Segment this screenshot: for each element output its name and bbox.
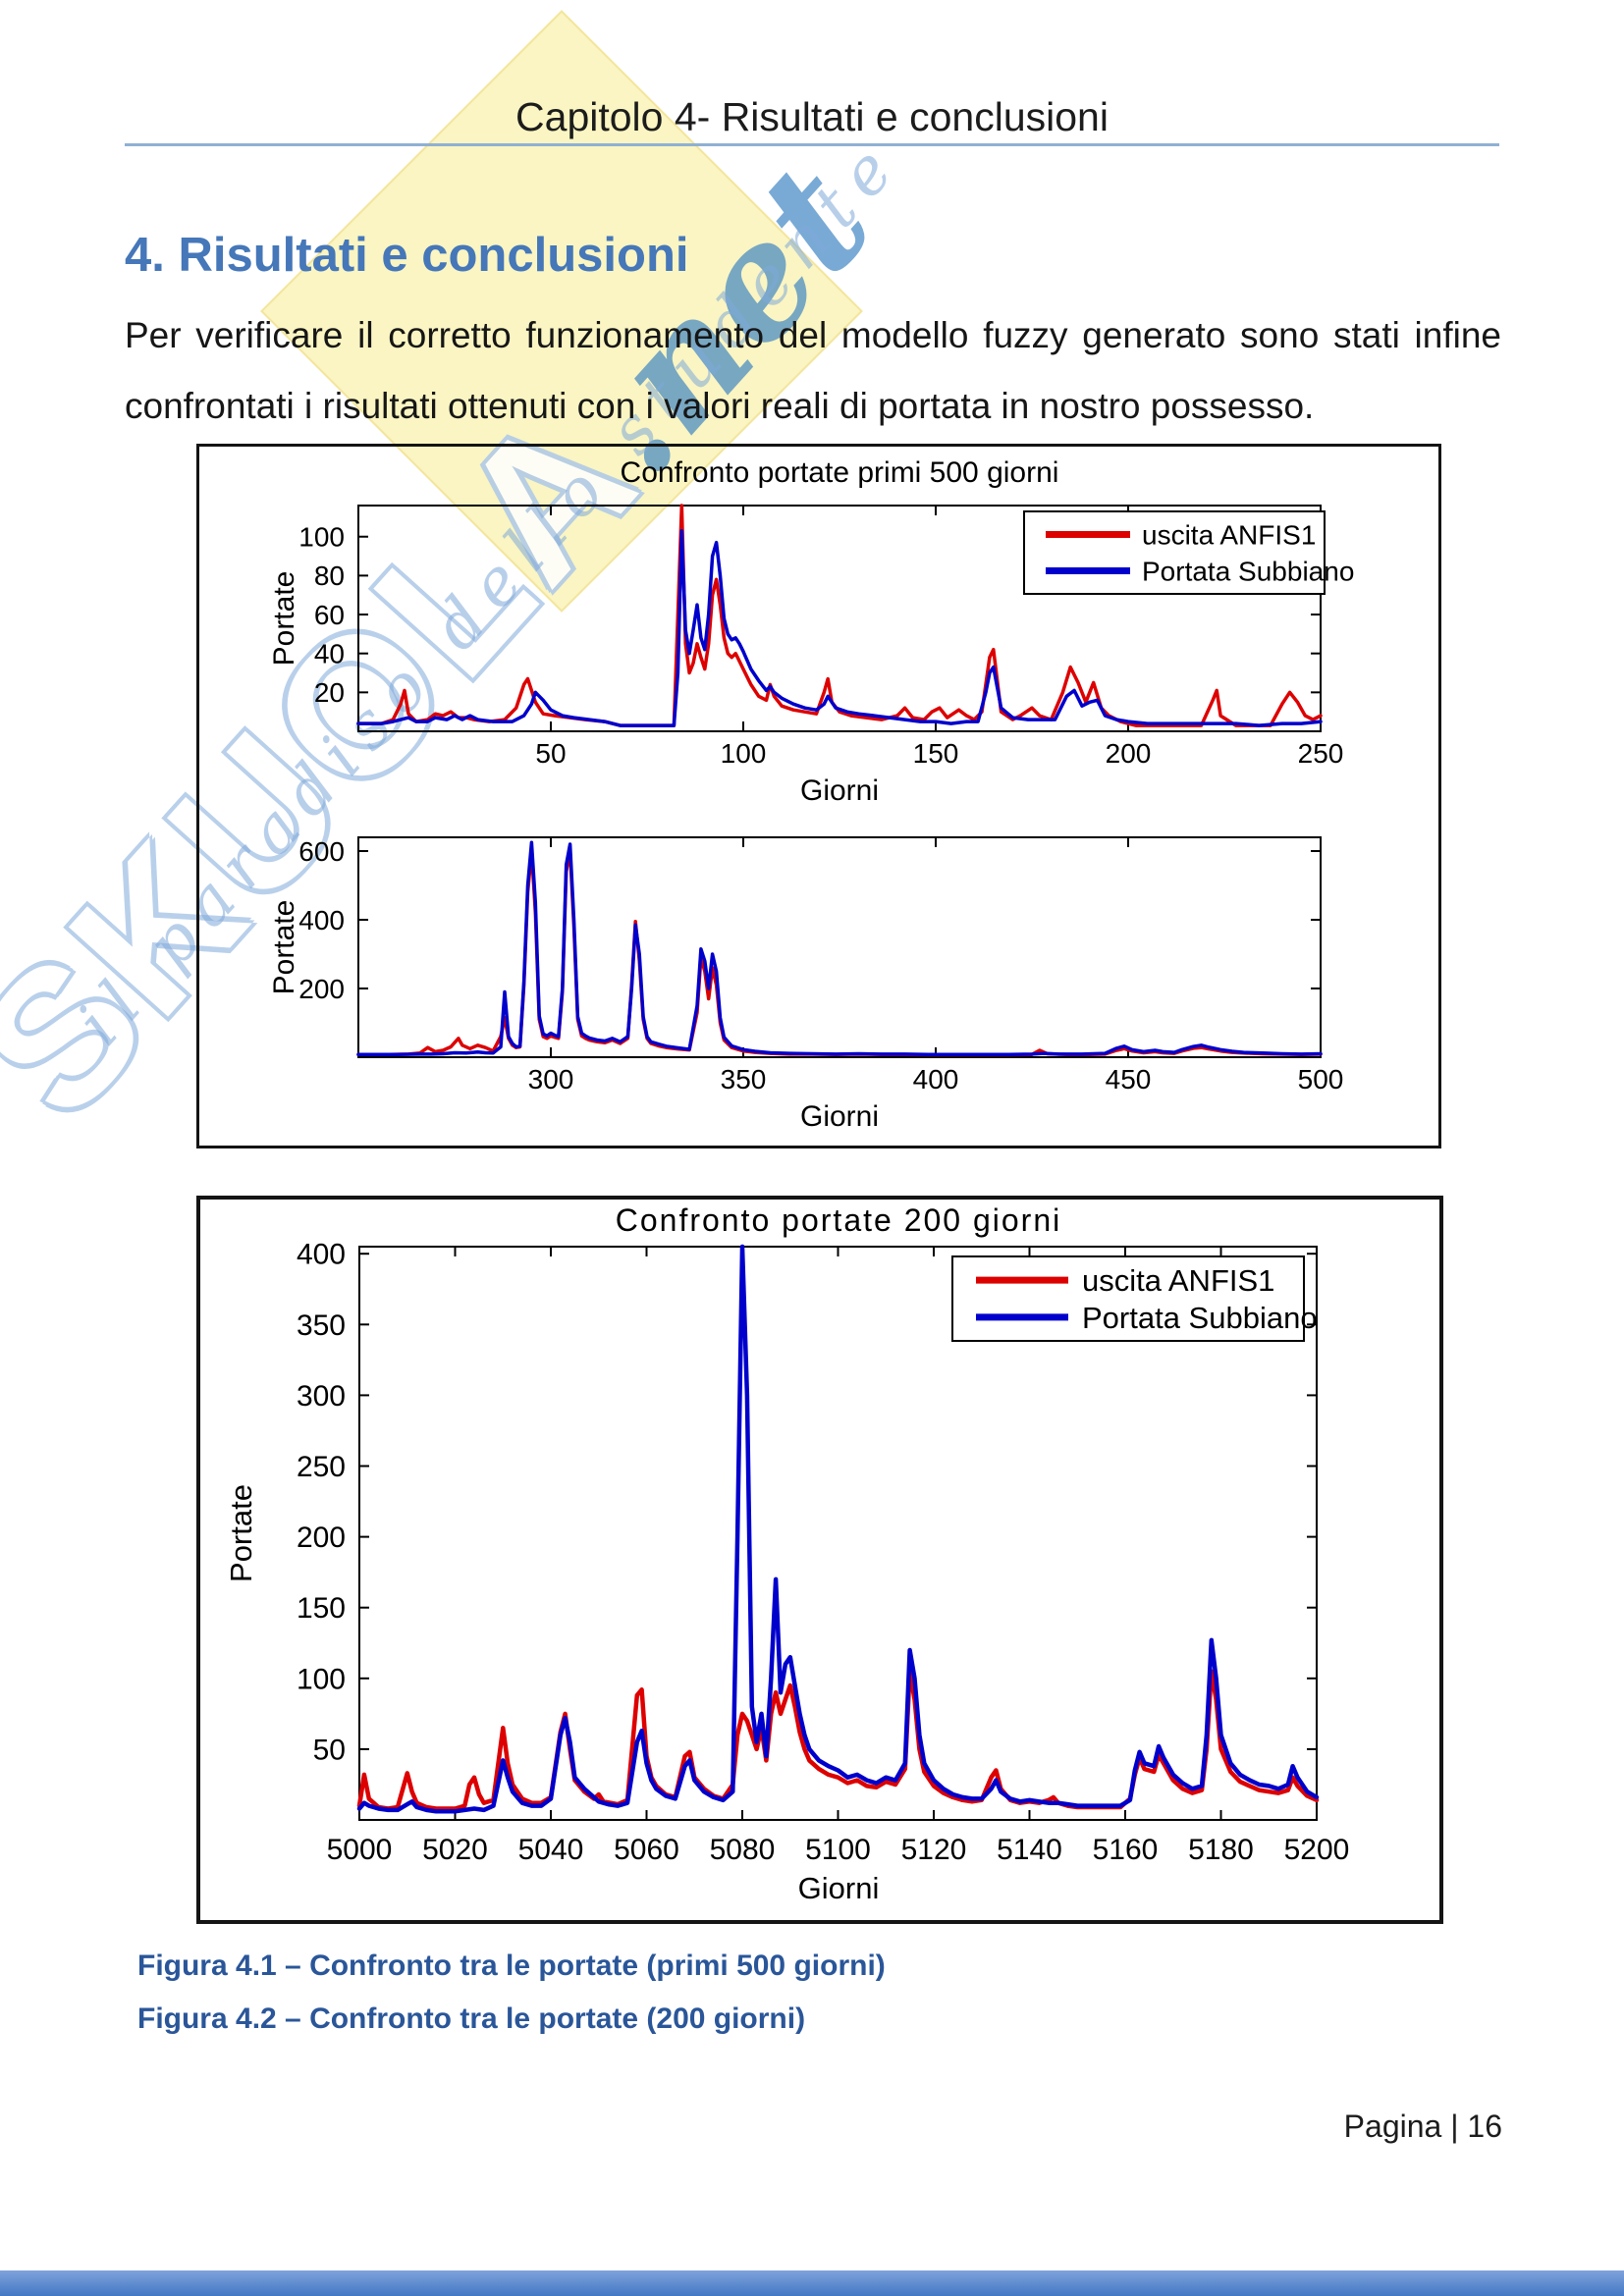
y-axis-label: Portate: [224, 1484, 258, 1582]
header-rule: [125, 143, 1499, 146]
x-tick-label: 5020: [422, 1834, 488, 1866]
x-tick-label: 350: [721, 1064, 767, 1095]
series-line-uscita-anfis1: [356, 504, 1323, 727]
x-tick-label: 5160: [1093, 1834, 1159, 1866]
x-tick-label: 5040: [518, 1834, 584, 1866]
series-line-portata-subbiano: [356, 840, 1323, 1056]
x-tick-label: 450: [1106, 1064, 1152, 1095]
x-tick-label: 5080: [710, 1834, 776, 1866]
x-tick-label: 5140: [997, 1834, 1062, 1866]
y-tick-label: 600: [298, 836, 345, 867]
series-line-portata-subbiano: [356, 1244, 1320, 1814]
legend-label: Portata Subbiano: [1082, 1301, 1318, 1335]
plot-border: [357, 836, 1322, 1058]
series-line-portata-subbiano: [356, 529, 1323, 727]
y-tick-label: 250: [297, 1451, 346, 1483]
x-tick-label: 150: [913, 738, 959, 769]
y-tick-label: 300: [297, 1380, 346, 1413]
legend-box: [951, 1255, 1305, 1342]
x-tick-label: 5000: [327, 1834, 393, 1866]
y-tick-label: 100: [297, 1663, 346, 1695]
figure-4-2-box: 5000 5020 5040 5060 5080 5100 5120 5140 5160 5180…: [196, 1196, 1443, 1924]
subplot-0: 50 100 150 200 250 20 40 60 80 100 Confronto porta…: [268, 456, 1354, 807]
subplot-2: 5000 5020 5040 5060 5080 5100 5120 5140 5160 5180…: [224, 1202, 1349, 1905]
y-tick-label: 200: [298, 974, 345, 1004]
chart-first-500-days: 50 100 150 200 250 20 40 60 80 100 Confronto porta…: [268, 456, 1354, 1133]
x-tick-label: 50: [535, 738, 566, 769]
figure-4-1-box: 50 100 150 200 250 20 40 60 80 100 Confronto porta…: [196, 444, 1441, 1148]
y-tick-label: 100: [298, 522, 345, 553]
legend-box: [1023, 510, 1326, 595]
series-line-uscita-anfis1: [356, 1669, 1320, 1811]
section-heading: 4. Risultati e conclusioni: [125, 229, 689, 282]
x-tick-label: 200: [1106, 738, 1152, 769]
page-number: Pagina | 16: [1343, 2109, 1502, 2144]
x-tick-label: 400: [913, 1064, 959, 1095]
y-tick-label: 60: [314, 600, 345, 630]
y-tick-label: 400: [298, 905, 345, 935]
figure-4-1-caption: Figura 4.1 – Confronto tra le portate (p…: [137, 1949, 886, 1982]
legend-label: Portata Subbiano: [1142, 556, 1354, 586]
x-axis-label: Giorni: [800, 774, 879, 807]
y-tick-label: 150: [297, 1592, 346, 1625]
running-header: Capitolo 4- Risultati e conclusioni: [515, 94, 1109, 139]
x-tick-label: 100: [721, 738, 767, 769]
legend-label: uscita ANFIS1: [1142, 519, 1316, 550]
body-paragraph-line-2: confrontati i risultati ottenuti con i v…: [125, 386, 1315, 426]
y-tick-label: 200: [297, 1522, 346, 1554]
y-tick-label: 20: [314, 677, 345, 708]
x-tick-label: 5060: [614, 1834, 679, 1866]
x-tick-label: 500: [1298, 1064, 1344, 1095]
y-axis-label: Portate: [268, 571, 300, 667]
y-axis-label: Portate: [268, 900, 300, 995]
x-tick-label: 5200: [1284, 1834, 1350, 1866]
bottom-blue-bar: [0, 2270, 1624, 2296]
x-tick-label: 5120: [901, 1834, 967, 1866]
y-tick-label: 80: [314, 561, 345, 591]
x-axis-label: Giorni: [800, 1100, 879, 1133]
chart-title: Confronto portate primi 500 giorni: [621, 456, 1059, 489]
x-axis-label: Giorni: [798, 1871, 880, 1905]
chart-title: Confronto portate 200 giorni: [616, 1202, 1061, 1238]
figure-4-2-caption: Figura 4.2 – Confronto tra le portate (2…: [137, 2002, 806, 2035]
y-tick-label: 400: [297, 1239, 346, 1271]
body-paragraph-line-1: Per verificare il corretto funzionamento…: [125, 315, 1501, 355]
y-tick-label: 350: [297, 1309, 346, 1342]
legend-label: uscita ANFIS1: [1082, 1263, 1274, 1298]
chart-200-days: 5000 5020 5040 5060 5080 5100 5120 5140 5160 5180…: [224, 1202, 1349, 1905]
x-tick-label: 250: [1298, 738, 1344, 769]
body-paragraph: Per verificare il corretto funzionamento…: [125, 300, 1501, 442]
x-tick-label: 5100: [805, 1834, 871, 1866]
y-tick-label: 50: [313, 1734, 346, 1766]
y-tick-label: 40: [314, 638, 345, 668]
x-tick-label: 300: [528, 1064, 574, 1095]
x-tick-label: 5180: [1188, 1834, 1254, 1866]
subplot-1: 300 350 400 450 500 200 400 600 Giorni Portate: [268, 836, 1343, 1133]
